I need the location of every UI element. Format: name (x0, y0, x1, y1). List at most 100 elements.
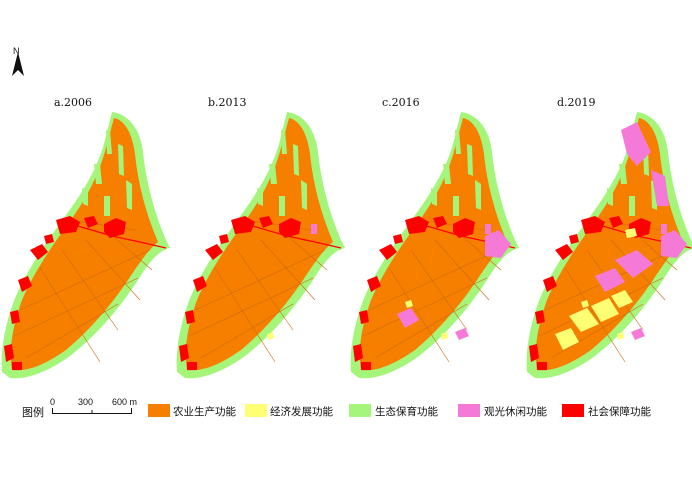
panel-2006-social-patch-5 (10, 310, 20, 324)
panel-2013-green-strip-1 (293, 144, 299, 176)
panel-2013-field-line-6 (282, 231, 328, 271)
panel-2013-agricultural-land (185, 118, 333, 371)
panel-2019-leisure-patch-7 (595, 268, 625, 292)
panel-2019-field-line-6 (632, 231, 678, 271)
legend-swatch-social (562, 404, 584, 417)
panel-label-2016: c.2016 (382, 96, 420, 109)
panel-2016-field-line-6 (456, 231, 502, 271)
panel-2016-social-patch-4 (367, 276, 381, 292)
panel-2013-economic-patch-0 (267, 332, 274, 340)
panel-2016-social-patch-7 (393, 234, 403, 244)
map-panel-2019 (526, 112, 692, 379)
panel-2019-social-patch-8 (537, 362, 547, 370)
panel-2019-social-patch-6 (529, 344, 539, 362)
panel-2016-economic-patch-0 (441, 332, 448, 340)
panel-2019-economic-patch-2 (569, 308, 599, 332)
panel-2019-economic-patch-1 (581, 300, 589, 308)
panel-2016-social-patch-8 (361, 362, 371, 370)
panel-2013-green-strip-0 (281, 130, 287, 154)
panel-2016-leisure-patch-1 (485, 230, 511, 258)
panel-2019-social-patch-3 (555, 244, 573, 260)
panel-2016-social-patch-5 (359, 310, 369, 324)
panel-2019-economic-patch-3 (591, 298, 619, 322)
panel-2006-green-strip-2 (94, 164, 102, 184)
scale-tick-0: 0 (50, 397, 56, 407)
legend-label-ecological: 生态保育功能 (375, 406, 438, 418)
panel-2006-field-line-4 (61, 249, 119, 331)
panel-2006-green-strip-0 (106, 130, 112, 154)
panel-2016-green-strip-0 (455, 130, 461, 154)
panel-2016-green-strip-1 (467, 144, 473, 176)
panel-2013-social-patch-0 (231, 216, 255, 234)
panel-2019-economic-patch-6 (625, 228, 637, 238)
panel-2013-social-patch-3 (205, 244, 223, 260)
panel-2013-green-strip-3 (301, 180, 307, 210)
panel-2016-social-patch-6 (353, 344, 363, 362)
panel-2016-agricultural-land (359, 118, 507, 371)
panel-2006-field-line-0 (19, 249, 151, 311)
panel-2006-green-strip-5 (104, 196, 110, 216)
north-label: N (13, 46, 20, 56)
panel-label-2006: a.2006 (54, 96, 93, 109)
panel-2016-field-line-3 (388, 267, 450, 363)
panel-2013-field-line-3 (214, 267, 276, 363)
panel-2016-social-patch-1 (433, 216, 447, 228)
panel-2013-social-patch-1 (259, 216, 273, 228)
panel-2006-social-patch-4 (18, 276, 32, 292)
panel-2016-economic-patch-1 (405, 300, 413, 308)
legend-swatch-economic (245, 404, 267, 417)
map-panel-2006 (1, 112, 170, 379)
panel-2006-main-road (63, 221, 167, 249)
panel-2006-field-line-6 (107, 231, 153, 271)
map-panel-2013 (176, 112, 345, 379)
panel-2019-leisure-patch-3 (631, 328, 645, 340)
panel-2006-social-patch-7 (44, 234, 54, 244)
panel-2019-economic-patch-4 (555, 328, 579, 350)
panel-2013-green-strip-2 (269, 164, 277, 184)
scale-bar (52, 408, 132, 414)
panel-2016-green-strip-3 (475, 180, 481, 210)
panel-2019-social-patch-5 (535, 310, 545, 324)
panel-2006-social-patch-3 (30, 244, 48, 260)
panel-2019-leisure-patch-1 (661, 230, 687, 258)
panel-2006-agricultural-land (10, 118, 158, 371)
panel-2006-field-line-2 (25, 303, 119, 359)
panel-2013-social-patch-7 (219, 234, 229, 244)
north-arrow-icon (12, 52, 24, 76)
panel-2013-social-patch-8 (187, 362, 197, 370)
panel-2013-social-patch-6 (179, 344, 189, 362)
panel-2006-field-line-7 (69, 219, 137, 231)
panel-2019-leisure-patch-5 (651, 170, 669, 206)
panel-2016-social-patch-3 (379, 244, 397, 260)
panel-2019-field-line-4 (586, 249, 644, 331)
panel-2019-social-patch-4 (543, 276, 557, 292)
panel-2019-social-patch-1 (609, 216, 623, 228)
panel-2013-field-line-1 (188, 277, 314, 337)
panel-2006-field-line-3 (39, 267, 101, 363)
panel-2013-field-line-7 (244, 219, 312, 231)
panel-2013-main-road (238, 221, 342, 249)
panel-label-2019: d.2019 (557, 96, 596, 109)
panel-2013-green-strip-4 (257, 188, 263, 206)
panel-2019-field-line-3 (564, 267, 626, 363)
panel-2013-social-patch-2 (279, 218, 301, 238)
panel-2019-leisure-patch-0 (661, 224, 667, 234)
legend-swatch-agriculture (148, 404, 170, 417)
panel-2019-field-line-7 (594, 219, 662, 231)
panel-2006-green-strip-3 (126, 180, 132, 210)
panel-2013-field-line-5 (260, 239, 316, 301)
panel-2006-field-line-1 (13, 277, 139, 337)
legend-swatch-leisure (458, 404, 480, 417)
panel-2019-leisure-patch-4 (621, 122, 651, 166)
panel-2006-social-patch-6 (4, 344, 14, 362)
panel-2016-field-line-5 (434, 239, 490, 301)
panel-2006-social-patch-1 (84, 216, 98, 228)
legend-title: 图例 (22, 406, 44, 419)
legend-label-leisure: 观光休闲功能 (484, 406, 547, 418)
panel-2006-social-patch-0 (56, 216, 80, 234)
legend-swatch-ecological (349, 404, 371, 417)
panel-2019-economic-patch-0 (617, 332, 624, 340)
panel-2019-social-patch-7 (569, 234, 579, 244)
panel-2006-field-line-5 (85, 239, 141, 301)
panel-2019-social-patch-0 (581, 216, 605, 234)
